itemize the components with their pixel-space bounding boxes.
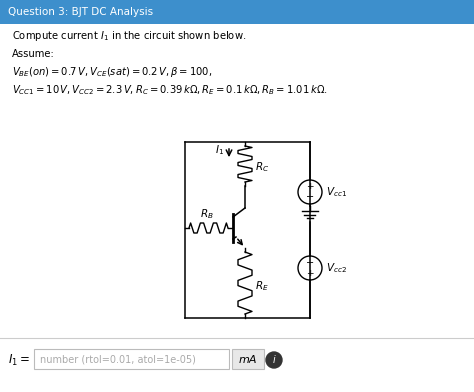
FancyBboxPatch shape	[232, 349, 264, 369]
Text: number (rtol=0.01, atol=1e-05): number (rtol=0.01, atol=1e-05)	[40, 355, 196, 365]
Text: $R_B$: $R_B$	[200, 207, 213, 221]
Text: $V_{cc1}$: $V_{cc1}$	[326, 185, 347, 199]
Text: $I_1$: $I_1$	[216, 143, 225, 157]
Circle shape	[266, 352, 282, 368]
Text: Assume:: Assume:	[12, 49, 55, 59]
Text: $V_{CC1} = 10\,V, V_{CC2} = 2.3\,V, R_C = 0.39\,k\Omega, R_E = 0.1\,k\Omega, R_B: $V_{CC1} = 10\,V, V_{CC2} = 2.3\,V, R_C …	[12, 83, 328, 97]
Text: $V_{BE}(on) = 0.7\,V, V_{CE}(sat) = 0.2\,V, \beta = 100,$: $V_{BE}(on) = 0.7\,V, V_{CE}(sat) = 0.2\…	[12, 65, 212, 79]
Text: +: +	[306, 269, 314, 278]
Text: mA: mA	[239, 355, 257, 365]
Text: −: −	[306, 192, 314, 202]
FancyBboxPatch shape	[0, 0, 474, 24]
Text: $R_C$: $R_C$	[255, 160, 269, 174]
Text: Question 3: BJT DC Analysis: Question 3: BJT DC Analysis	[8, 7, 153, 17]
Text: −: −	[306, 258, 314, 268]
Text: i: i	[273, 355, 275, 365]
Text: $V_{cc2}$: $V_{cc2}$	[326, 261, 347, 275]
Text: +: +	[306, 182, 314, 191]
Text: $R_E$: $R_E$	[255, 279, 269, 293]
Text: Compute current $I_1$ in the circuit shown below.: Compute current $I_1$ in the circuit sho…	[12, 29, 246, 43]
Text: $I_1 =$: $I_1 =$	[8, 352, 30, 368]
FancyBboxPatch shape	[34, 349, 229, 369]
